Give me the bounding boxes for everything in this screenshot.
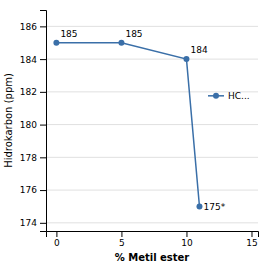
chart: 0 5 10 15 174 176 178 180 182 184 186 % Metil ester… [0, 0, 270, 267]
tick: 182 [20, 87, 46, 97]
tick-label: 186 [20, 22, 37, 32]
grid [46, 26, 258, 222]
grid-line [46, 124, 258, 125]
tick-label: 5 [119, 238, 125, 248]
y-axis: 174 176 178 180 182 184 186 [20, 11, 47, 232]
legend: HC... [208, 91, 250, 101]
tick-mark [40, 92, 46, 93]
tick: 186 [20, 22, 46, 32]
axis-line [47, 232, 259, 238]
data-label: 185 [125, 29, 142, 39]
tick-label: 178 [20, 153, 37, 163]
tick: 184 [20, 54, 46, 64]
tick-mark [40, 26, 46, 27]
grid-line [46, 26, 258, 27]
tick-mark [40, 59, 46, 60]
point [118, 40, 124, 46]
tick-mark [40, 223, 46, 224]
grid-line [46, 222, 258, 223]
tick: 176 [20, 185, 46, 195]
tick: 178 [20, 153, 46, 163]
point [53, 40, 59, 46]
point [196, 203, 202, 209]
tick-mark [186, 231, 187, 237]
plot: 0 5 10 15 174 176 178 180 182 184 186 % Metil ester… [3, 11, 259, 264]
legend-item: HC... [208, 91, 250, 101]
tick: 174 [20, 218, 46, 228]
data-label: 175* [203, 202, 225, 212]
grid-line [46, 91, 258, 92]
legend-label: HC... [228, 91, 250, 101]
tick-label: 15 [246, 238, 257, 248]
tick-label: 184 [20, 54, 37, 64]
tick-mark [121, 231, 122, 237]
x-axis-title: % Metil ester [115, 252, 190, 263]
tick-mark [251, 231, 252, 237]
tick-label: 182 [20, 87, 37, 97]
tick-mark [40, 157, 46, 158]
legend-marker [213, 93, 219, 99]
data-label: 185 [60, 29, 77, 39]
tick: 5 [119, 231, 125, 248]
data-labels: 185 185 184 175* [60, 29, 225, 213]
grid-line [46, 157, 258, 158]
axis-line [40, 11, 47, 232]
x-axis: 0 5 10 15 [47, 231, 259, 248]
tick-mark [56, 231, 57, 237]
tick: 0 [54, 231, 60, 248]
tick: 10 [181, 231, 193, 248]
grid-line [46, 59, 258, 60]
tick-mark [40, 125, 46, 126]
tick: 15 [246, 231, 257, 248]
tick: 180 [20, 120, 46, 130]
tick-label: 174 [20, 218, 37, 228]
tick-label: 0 [54, 238, 60, 248]
point [183, 56, 189, 62]
y-axis-title: Hidrokarbon (ppm) [3, 73, 14, 168]
line [56, 43, 199, 207]
data-label: 184 [190, 45, 207, 55]
tick-label: 176 [20, 185, 37, 195]
tick-label: 10 [181, 238, 193, 248]
grid-line [46, 190, 258, 191]
tick-label: 180 [20, 120, 37, 130]
tick-mark [40, 190, 46, 191]
marks [53, 40, 202, 210]
